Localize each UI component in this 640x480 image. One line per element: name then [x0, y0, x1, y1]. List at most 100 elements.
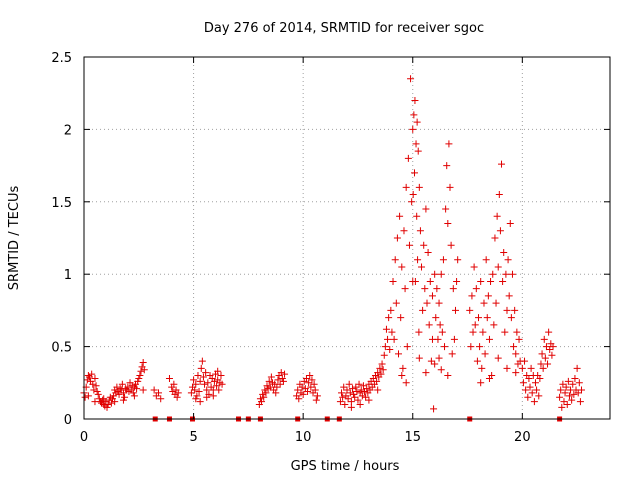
axis-ticks: 0 5 10 15 20 0 0.5 1 1.5 2 2.5 [51, 51, 610, 445]
data-point [187, 389, 195, 397]
data-point [203, 386, 211, 394]
data-point [574, 389, 582, 397]
data-point [197, 364, 205, 372]
data-point [343, 386, 351, 394]
data-point [485, 374, 493, 382]
data-point [196, 377, 204, 385]
data-point [505, 292, 513, 300]
data-point [521, 357, 529, 365]
data-point [130, 392, 138, 400]
data-point [466, 306, 474, 314]
data-point [558, 403, 566, 411]
x-tick-label: 15 [404, 430, 421, 445]
data-point [469, 328, 477, 336]
data-point [412, 140, 420, 148]
data-point [473, 357, 481, 365]
data-point [435, 299, 443, 307]
data-point [454, 256, 462, 264]
data-point [202, 369, 210, 377]
data-point [490, 321, 498, 329]
data-point [397, 314, 405, 322]
data-point [340, 383, 348, 391]
data-point [559, 380, 567, 388]
data-point [170, 380, 178, 388]
data-point [545, 328, 553, 336]
data-point [422, 369, 430, 377]
data-point [477, 379, 485, 387]
data-point [399, 364, 407, 372]
data-point [541, 354, 549, 362]
data-point [413, 212, 421, 220]
data-point [403, 343, 411, 351]
data-point [279, 377, 287, 385]
data-point [503, 306, 511, 314]
data-point [90, 386, 98, 394]
data-point [511, 306, 519, 314]
data-point [477, 277, 485, 285]
data-point [311, 386, 319, 394]
data-point [281, 370, 289, 378]
data-point [353, 387, 361, 395]
data-point [411, 169, 419, 177]
data-point [190, 376, 198, 384]
data-point [471, 321, 479, 329]
data-point [121, 393, 129, 401]
data-point [476, 343, 484, 351]
data-point [561, 389, 569, 397]
data-point [416, 227, 424, 235]
data-point [441, 343, 449, 351]
data-point [565, 392, 573, 400]
data-point [113, 383, 121, 391]
x-tick-label: 10 [295, 430, 312, 445]
data-point [518, 364, 526, 372]
data-point [482, 256, 490, 264]
data-point [578, 386, 586, 394]
data-point [494, 354, 502, 362]
data-point [450, 335, 458, 343]
data-point [536, 374, 544, 382]
data-point [413, 118, 421, 126]
data-point [155, 389, 163, 397]
data-point [502, 270, 510, 278]
data-point [356, 401, 364, 409]
data-point [194, 372, 202, 380]
data-point [346, 389, 354, 397]
data-point [575, 379, 583, 387]
data-point [388, 328, 396, 336]
data-point [377, 370, 385, 378]
data-point [365, 396, 373, 404]
data-point [192, 380, 200, 388]
data-point [442, 205, 450, 213]
data-point [533, 386, 541, 394]
data-point [386, 345, 394, 353]
data-point [428, 292, 436, 300]
data-point [424, 248, 432, 256]
data-point [374, 386, 382, 394]
data-point [259, 390, 267, 398]
data-point [267, 373, 275, 381]
data-point [198, 357, 206, 365]
data-point [400, 227, 408, 235]
data-point [376, 364, 384, 372]
data-point [439, 256, 447, 264]
data-point [262, 389, 270, 397]
data-point [139, 386, 147, 394]
data-point [276, 380, 284, 388]
data-point [404, 154, 412, 162]
data-point [351, 393, 359, 401]
data-point [419, 306, 427, 314]
data-point [381, 343, 389, 351]
data-point [305, 379, 313, 387]
x-axis-label: GPS time / hours [291, 459, 400, 474]
data-point [118, 380, 126, 388]
data-point [506, 220, 514, 228]
data-point [539, 364, 547, 372]
data-point [513, 328, 521, 336]
data-point [447, 241, 455, 249]
data-point [418, 263, 426, 271]
data-point [119, 396, 127, 404]
data-point [398, 372, 406, 380]
data-point [209, 392, 217, 400]
data-point [571, 374, 579, 382]
data-point [385, 314, 393, 322]
